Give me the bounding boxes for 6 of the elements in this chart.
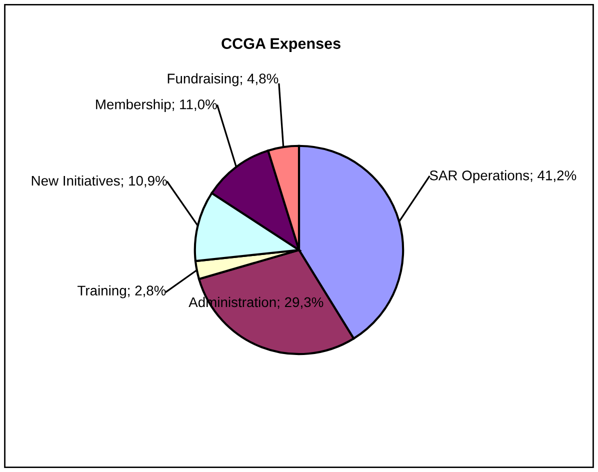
slice-label: New Initiatives; 10,9% (32, 175, 167, 188)
slice-label: Fundraising; 4,8% (168, 73, 278, 86)
slice-label: Membership; 11,0% (96, 99, 217, 112)
slice-label: Training; 2,8% (78, 285, 166, 298)
chart-title: CCGA Expenses (222, 38, 340, 52)
slice-label: SAR Operations; 41,2% (430, 170, 576, 184)
